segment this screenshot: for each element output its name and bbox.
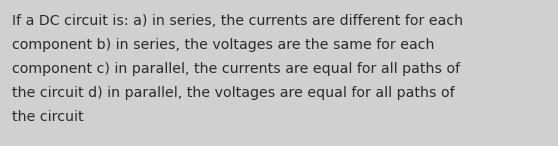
Text: If a DC circuit is: a) in series, the currents are different for each: If a DC circuit is: a) in series, the cu… [12, 14, 463, 28]
Text: the circuit: the circuit [12, 110, 84, 124]
Text: component b) in series, the voltages are the same for each: component b) in series, the voltages are… [12, 38, 435, 52]
Text: the circuit d) in parallel, the voltages are equal for all paths of: the circuit d) in parallel, the voltages… [12, 86, 455, 100]
Text: component c) in parallel, the currents are equal for all paths of: component c) in parallel, the currents a… [12, 62, 460, 76]
